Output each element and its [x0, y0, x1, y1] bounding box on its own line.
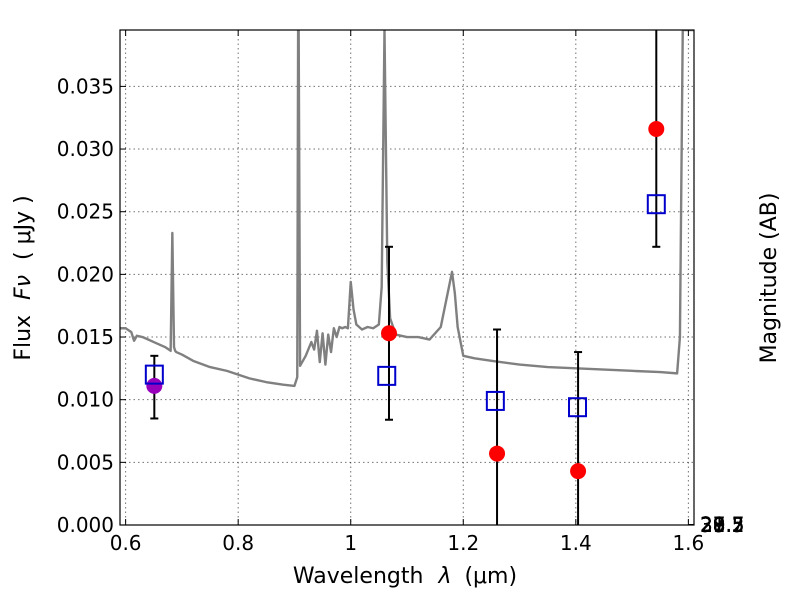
- model-photometry-point: [646, 194, 666, 215]
- x-tick-label: 1: [344, 531, 357, 555]
- y-tick-label: 0.020: [57, 262, 114, 286]
- y-axis-title: Flux Fν ( μJy ): [11, 195, 36, 360]
- observed-flux-point: [489, 445, 506, 462]
- y2-tick-label: 29.5: [700, 513, 745, 537]
- x-axis-title-unit: (μm): [464, 564, 517, 589]
- x-tick-label: 0.8: [222, 531, 254, 555]
- y2-tick-label: 28.2: [700, 513, 745, 537]
- x-axis-title-text: Wavelength: [293, 564, 424, 589]
- x-tick-label: 1.4: [560, 531, 592, 555]
- model-photometry-point: [144, 364, 164, 385]
- y-axis-title-unit: ( μJy ): [11, 195, 36, 260]
- y-tick-label: 0.000: [57, 513, 114, 537]
- observed-flux-point: [648, 121, 665, 137]
- y-tick-label: 0.015: [57, 325, 114, 349]
- y-tick-label: 0.025: [57, 200, 114, 224]
- x-tick-label: 1.6: [672, 531, 704, 555]
- y2-tick-label: 27.5: [700, 513, 745, 537]
- y2-tick-label: 29: [700, 513, 725, 537]
- model-photometry-point: [377, 365, 397, 386]
- observed-flux-point: [380, 325, 397, 342]
- y2-tick-label: 27.7: [700, 513, 745, 537]
- y-axis-title-text: Flux: [11, 315, 36, 361]
- y2-tick-label: 28.5: [700, 513, 745, 537]
- y2-tick-label: 28: [700, 513, 725, 537]
- y-tick-label: 0.030: [57, 137, 114, 161]
- model-photometry-point: [485, 390, 505, 411]
- y-tick-label: 0.035: [57, 74, 114, 98]
- plot-area: [120, 30, 694, 525]
- y2-axis-title: Magnitude (AB): [757, 193, 782, 364]
- x-tick-label: 1.2: [447, 531, 479, 555]
- model-photometry-point: [568, 397, 588, 418]
- y2-tick-label: 31: [700, 513, 725, 537]
- y-tick-label: 0.010: [57, 388, 114, 412]
- spectrum-line: [120, 30, 694, 388]
- plot-frame: [119, 29, 695, 526]
- axis-ticks: [120, 30, 694, 526]
- observed-flux-point: [570, 463, 587, 480]
- grid: [120, 30, 694, 526]
- y2-tick-label: 30: [700, 513, 725, 537]
- y-axis-title-symbol: Fν: [11, 275, 36, 300]
- tick-labels: 0.6 0.8 1 1.2 1.4 1.6 0.000 0.005 0.010 0.015 0.02…: [57, 74, 745, 555]
- x-axis-title: Wavelength λ (μm): [293, 564, 517, 589]
- x-axis-title-symbol: λ: [437, 564, 451, 589]
- x-tick-label: 0.6: [110, 531, 142, 555]
- observed-flux-point: [146, 377, 163, 394]
- y-tick-label: 0.005: [57, 450, 114, 474]
